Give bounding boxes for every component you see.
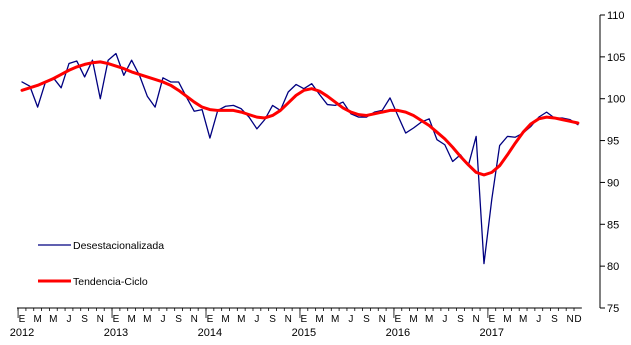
x-tick-label: J <box>254 314 259 325</box>
x-tick-label: J <box>442 314 447 325</box>
x-tick-label: E <box>488 314 495 325</box>
x-tick-label: N <box>473 314 480 325</box>
x-tick-label: M <box>519 314 527 325</box>
x-tick-label: S <box>175 314 182 325</box>
x-tick-label: J <box>536 314 541 325</box>
legend-label: Desestacionalizada <box>73 240 164 252</box>
x-tick-label: D <box>574 314 581 325</box>
x-tick-label: E <box>113 314 120 325</box>
y-tick-label: 80 <box>607 261 619 273</box>
x-tick-label: N <box>566 314 573 325</box>
x-tick-label: N <box>191 314 198 325</box>
x-tick-label: E <box>395 314 402 325</box>
x-tick-label: M <box>409 314 417 325</box>
x-tick-label: M <box>221 314 229 325</box>
x-tick-label: N <box>285 314 292 325</box>
x-tick-label: M <box>331 314 339 325</box>
x-tick-label: M <box>127 314 135 325</box>
y-tick-label: 85 <box>607 219 619 231</box>
x-tick-label: J <box>348 314 353 325</box>
x-tick-label: S <box>81 314 88 325</box>
x-year-label: 2012 <box>10 327 34 339</box>
x-tick-label: M <box>143 314 151 325</box>
x-year-label: 2013 <box>104 327 128 339</box>
y-tick-label: 75 <box>607 303 619 315</box>
y-tick-label: 95 <box>607 136 619 148</box>
x-tick-label: E <box>301 314 308 325</box>
series-line-2 <box>20 60 580 177</box>
x-tick-label: N <box>97 314 104 325</box>
x-tick-label: M <box>33 314 41 325</box>
x-tick-label: J <box>66 314 71 325</box>
legend-item-1: Desestacionalizada <box>38 240 164 252</box>
series-line-1 <box>21 52 579 265</box>
x-tick-label: N <box>379 314 386 325</box>
x-tick-label: J <box>160 314 165 325</box>
legend: Desestacionalizada Tendencia-Ciclo <box>38 240 164 288</box>
x-tick-label: M <box>237 314 245 325</box>
x-tick-label: M <box>503 314 511 325</box>
x-tick-label: M <box>425 314 433 325</box>
x-tick-label: S <box>269 314 276 325</box>
x-year-label: 2015 <box>292 327 316 339</box>
x-tick-label: M <box>315 314 323 325</box>
series-layer <box>20 52 580 265</box>
x-tick-label: S <box>457 314 464 325</box>
x-year-label: 2014 <box>198 327 222 339</box>
y-tick-label: 110 <box>607 10 625 22</box>
x-tick-label: E <box>207 314 214 325</box>
legend-label: Tendencia-Ciclo <box>73 276 148 288</box>
x-tick-label: S <box>551 314 558 325</box>
x-tick-label: M <box>49 314 57 325</box>
plot-area <box>20 52 580 265</box>
x-year-label: 2016 <box>386 327 410 339</box>
y-tick-label: 105 <box>607 52 625 64</box>
x-tick-label: S <box>363 314 370 325</box>
y-tick-label: 90 <box>607 177 619 189</box>
y-tick-label: 100 <box>607 94 625 106</box>
x-year-label: 2017 <box>480 327 504 339</box>
x-tick-label: E <box>19 314 26 325</box>
legend-item-2: Tendencia-Ciclo <box>38 276 148 288</box>
